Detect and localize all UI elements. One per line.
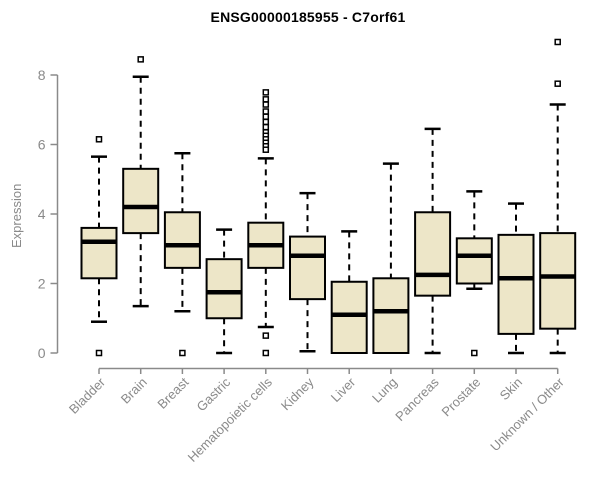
iqr-box [80,226,118,280]
y-tick-label: 2 [38,276,46,292]
outlier-marker [137,56,144,63]
x-tick-label: Bladder [66,374,109,417]
outlier-marker [262,101,270,108]
x-tick-label: Brain [118,375,150,407]
x-tick-label: Skin [497,375,525,403]
outlier-marker [179,349,186,357]
x-tick-label: Breast [154,374,191,411]
x-tick-label: Lung [369,375,400,406]
x-tick-label: Kidney [278,374,317,413]
iqr-box [289,235,326,301]
outlier-marker [262,108,270,115]
outlier-marker [471,349,478,357]
iqr-box [539,232,577,330]
iqr-box [414,211,452,297]
outlier-marker [554,38,561,46]
outlier-marker [262,96,270,103]
outlier-marker [262,332,270,339]
iqr-box [163,211,201,269]
iqr-box [205,258,243,320]
iqr-box [122,167,160,235]
x-tick-label: Liver [328,374,359,405]
outlier-marker [262,89,270,96]
y-tick-label: 0 [38,345,46,361]
iqr-box [497,233,535,335]
y-tick-label: 8 [38,67,46,83]
outlier-marker [95,136,103,143]
x-tick-label: Pancreas [392,374,442,424]
y-tick-label: 4 [38,206,46,222]
x-tick-label: Unknown / Other [487,374,567,454]
chart-title: ENSG00000185955 - C7orf61 [210,9,406,25]
iqr-box [455,237,493,285]
x-tick-label: Gastric [194,374,234,414]
y-tick-label: 6 [38,137,46,153]
x-tick-label: Prostate [439,375,484,420]
outlier-marker [262,118,270,126]
outlier-marker [262,146,270,153]
iqr-box [372,277,410,355]
iqr-box [330,280,368,355]
outlier-marker [262,349,270,357]
outlier-marker [262,113,270,120]
outlier-marker [95,349,103,357]
outlier-marker [554,80,561,87]
outlier-marker [262,123,270,131]
